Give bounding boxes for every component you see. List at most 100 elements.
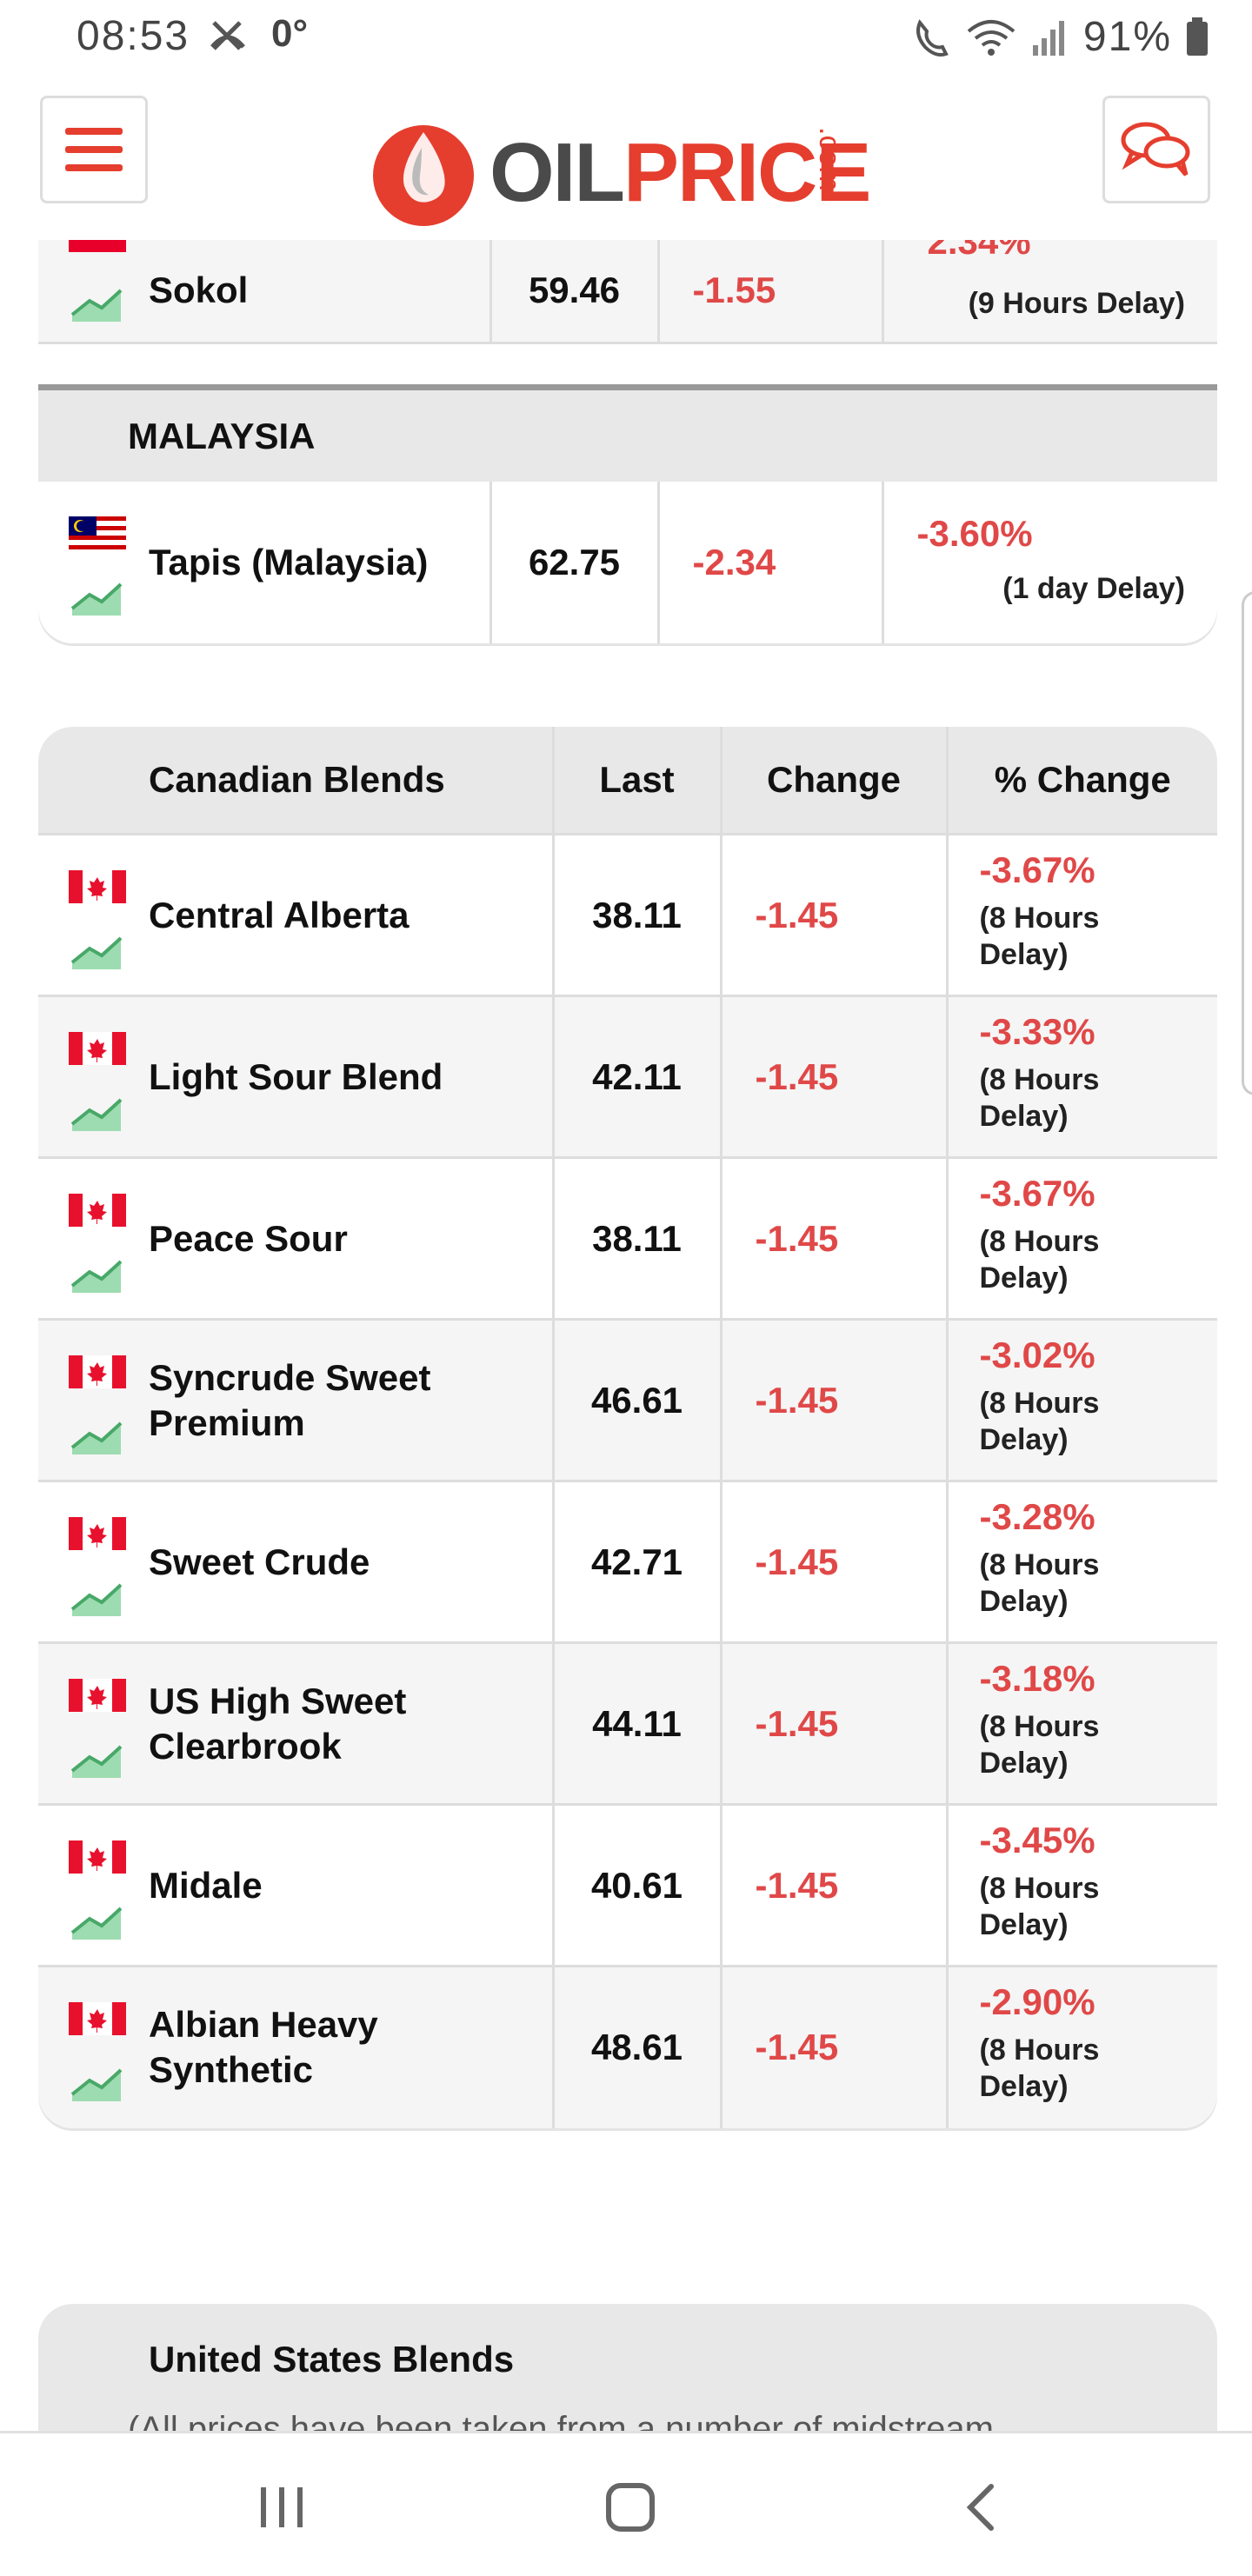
table-row[interactable]: US High Sweet Clearbrook 44.11 -1.45 -3.18%… — [38, 1642, 1217, 1806]
oilprice-logo[interactable]: OILPRICE .com — [370, 113, 891, 226]
blend-change: -1.45 — [721, 995, 949, 1159]
table-row[interactable]: Midale 40.61 -1.45 -3.45% (8 Hours Delay) — [38, 1804, 1217, 1967]
recent-apps-icon — [261, 2487, 303, 2527]
blend-pct-change: -3.60% (1 day Delay) — [882, 482, 1217, 643]
delay-note: (8 Hours Delay) — [979, 2034, 1100, 2103]
back-icon — [966, 2484, 994, 2531]
signal-icon — [1032, 21, 1064, 56]
blend-last: 42.71 — [553, 1481, 723, 1644]
blend-last: 40.61 — [553, 1804, 723, 1967]
canada-flag-icon — [69, 1032, 126, 1065]
trend-chart-icon[interactable] — [69, 1255, 126, 1293]
blend-last: 46.61 — [553, 1319, 723, 1482]
delay-note: (8 Hours Delay) — [979, 1225, 1100, 1295]
blend-pct-change: -3.02% (8 Hours Delay) — [947, 1319, 1217, 1482]
blend-last: 62.75 — [490, 482, 660, 643]
oil-drop-logo-icon — [373, 125, 474, 226]
blend-name[interactable]: Light Sour Blend — [149, 1055, 443, 1097]
pct-value: -3.67% — [979, 849, 1096, 890]
blend-pct-change: -3.67% (8 Hours Delay) — [947, 834, 1217, 997]
blend-last: 38.11 — [553, 834, 723, 997]
blend-name[interactable]: Sokol — [149, 270, 249, 311]
col-header-last: Last — [553, 727, 723, 835]
blend-name[interactable]: Albian Heavy Synthetic — [149, 2004, 378, 2091]
table-header: Canadian Blends Last Change % Change — [38, 727, 1217, 835]
menu-button[interactable] — [40, 96, 148, 203]
chat-bubbles-icon — [1121, 122, 1190, 176]
pct-value: 2.34% — [927, 240, 1031, 262]
malaysia-flag-icon — [69, 516, 126, 549]
delay-note: (8 Hours Delay) — [979, 1872, 1100, 1941]
delay-note: (8 Hours Delay) — [979, 1710, 1100, 1780]
blend-name[interactable]: Central Alberta — [149, 894, 410, 935]
table-row[interactable]: Sweet Crude 42.71 -1.45 -3.28% (8 Hours Dela… — [38, 1481, 1217, 1644]
canada-flag-icon — [69, 1517, 126, 1550]
wifi-calling-icon — [916, 19, 949, 57]
us-blends-table: United States Blends (All prices have be… — [38, 2304, 1217, 2431]
wifi-icon — [967, 20, 1016, 56]
blend-name[interactable]: Sweet Crude — [149, 1541, 370, 1582]
blend-name[interactable]: Midale — [149, 1864, 263, 1906]
nav-recent-apps-button[interactable] — [247, 2477, 316, 2538]
blend-name[interactable]: Peace Sour — [149, 1217, 348, 1259]
blend-pct-change: -3.67% (8 Hours Delay) — [947, 1157, 1217, 1321]
table-row[interactable]: Syncrude Sweet Premium 46.61 -1.45 -3.02% (8… — [38, 1319, 1217, 1482]
trend-chart-icon[interactable] — [69, 931, 126, 969]
trend-chart-icon[interactable] — [69, 1093, 126, 1131]
battery-percent: 91% — [1082, 13, 1172, 60]
trend-chart-icon[interactable] — [69, 2063, 126, 2101]
blend-last: 38.11 — [553, 1157, 723, 1321]
trend-chart-icon[interactable] — [69, 1578, 126, 1616]
trend-chart-icon[interactable] — [69, 283, 126, 322]
blend-name[interactable]: Tapis (Malaysia) — [149, 542, 429, 582]
blend-change: -2.34 — [658, 482, 884, 643]
table-row[interactable]: Peace Sour 38.11 -1.45 -3.67% (8 Hours Delay… — [38, 1157, 1217, 1321]
pct-value: -3.02% — [979, 1335, 1096, 1375]
blend-change: -1.45 — [721, 1481, 949, 1644]
canada-flag-icon — [69, 1679, 126, 1712]
blend-change: -1.45 — [721, 1966, 949, 2128]
blend-pct-change: 2.34% (9 Hours Delay) — [882, 240, 1217, 344]
malaysia-table: MALAYSIA Tapis (Malaysia) — [38, 384, 1217, 643]
chat-button[interactable] — [1102, 96, 1210, 203]
status-time: 08:53 — [77, 13, 190, 59]
blend-pct-change: -2.90% (8 Hours Delay) — [947, 1966, 1217, 2128]
blend-name[interactable]: Syncrude Sweet Premium — [149, 1356, 431, 1443]
table-row[interactable]: Sokol 59.46 -1.55 2.34% (9 Hours Delay) — [38, 240, 1217, 344]
blend-name[interactable]: US High Sweet Clearbrook — [149, 1680, 407, 1767]
hamburger-icon — [65, 128, 123, 171]
table-row[interactable]: Light Sour Blend 42.11 -1.45 -3.33% (8 Hours… — [38, 995, 1217, 1159]
blend-last: 59.46 — [490, 240, 660, 344]
nav-home-button[interactable] — [596, 2477, 665, 2538]
pct-value: -3.28% — [979, 1496, 1096, 1537]
logo-text-com: .com — [813, 127, 846, 191]
pct-value: -2.90% — [979, 1981, 1096, 2022]
table-row[interactable]: Central Alberta 38.11 -1.45 -3.67% (8 Hours … — [38, 834, 1217, 997]
blend-pct-change: -3.45% (8 Hours Delay) — [947, 1804, 1217, 1967]
no-calls-icon — [210, 21, 245, 50]
table-row[interactable]: Tapis (Malaysia) 62.75 -2.34 -3.60% (1 d… — [38, 482, 1217, 643]
us-blends-note: (All prices have been taken from a numbe… — [128, 2410, 994, 2431]
blend-pct-change: -3.33% (8 Hours Delay) — [947, 995, 1217, 1159]
trend-chart-icon[interactable] — [69, 1740, 126, 1778]
trend-chart-icon[interactable] — [69, 577, 126, 616]
col-header-pct: % Change — [947, 727, 1217, 835]
blend-change: -1.45 — [721, 834, 949, 997]
blend-change: -1.45 — [721, 1319, 949, 1482]
canadian-blends-table: Canadian Blends Last Change % Change Cen… — [38, 727, 1217, 2128]
delay-note: (1 day Delay) — [1002, 572, 1185, 605]
canada-flag-icon — [69, 1194, 126, 1227]
pct-value: -3.33% — [979, 1011, 1096, 1052]
blend-pct-change: -3.28% (8 Hours Delay) — [947, 1481, 1217, 1644]
nav-back-button[interactable] — [946, 2477, 1016, 2538]
trend-chart-icon[interactable] — [69, 1901, 126, 1940]
table-row[interactable]: Albian Heavy Synthetic 48.61 -1.45 -2.90% (8… — [38, 1966, 1217, 2128]
delay-note: (8 Hours Delay) — [979, 1387, 1100, 1456]
home-icon — [606, 2483, 655, 2532]
android-nav-bar — [0, 2431, 1252, 2576]
russia-blends-table-partial: Sokol 59.46 -1.55 2.34% (9 Hours Delay) — [38, 240, 1217, 344]
trend-chart-icon[interactable] — [69, 1416, 126, 1454]
col-header-name: Canadian Blends — [38, 727, 555, 835]
pct-value: -3.67% — [979, 1173, 1096, 1214]
scrollbar-thumb[interactable] — [1242, 591, 1252, 1095]
